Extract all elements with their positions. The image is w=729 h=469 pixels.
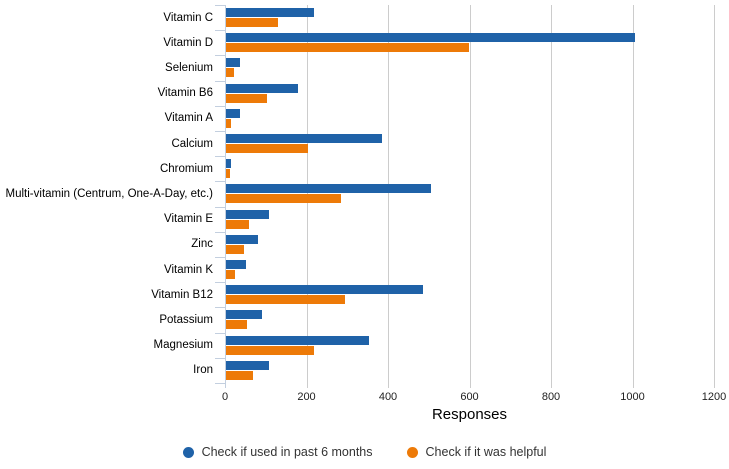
gridline	[714, 5, 715, 388]
category-label: Iron	[193, 364, 213, 377]
category-label: Selenium	[165, 61, 213, 74]
x-tick-label: 200	[297, 391, 316, 403]
y-axis-tick	[215, 55, 225, 57]
x-tick-label: 600	[460, 391, 479, 403]
bar-was-helpful[interactable]	[226, 295, 345, 305]
bar-was-helpful[interactable]	[226, 270, 235, 279]
gridline	[551, 5, 552, 388]
y-axis-tick	[215, 5, 225, 6]
bar-was-helpful[interactable]	[226, 194, 341, 204]
bar-was-helpful[interactable]	[226, 370, 253, 380]
y-axis-tick	[215, 206, 225, 208]
bar-used-past-6-months[interactable]	[226, 159, 231, 169]
bar-used-past-6-months[interactable]	[226, 83, 299, 93]
category-label: Chromium	[159, 162, 213, 175]
plot-area: 0 200 400 600 800 1000 1200 Vitamin C Vitamin D S…	[5, 5, 727, 403]
legend-item-used[interactable]: Check if used in past 6 months	[182, 445, 373, 459]
bar-used-past-6-months[interactable]	[226, 310, 262, 320]
y-axis-tick	[215, 156, 225, 158]
bar-was-helpful[interactable]	[226, 18, 279, 27]
bar-used-past-6-months[interactable]	[226, 8, 314, 17]
y-axis-tick	[215, 332, 225, 334]
y-axis-tick	[215, 131, 225, 132]
category-label: Calcium	[171, 137, 213, 150]
gridline	[469, 5, 471, 388]
y-axis-tick	[215, 181, 225, 183]
bar-was-helpful[interactable]	[226, 144, 308, 153]
y-axis-tick	[215, 383, 225, 384]
y-axis-line	[225, 5, 226, 388]
bar-was-helpful[interactable]	[226, 93, 267, 103]
bar-used-past-6-months[interactable]	[226, 285, 423, 295]
bar-used-past-6-months[interactable]	[226, 108, 241, 118]
category-label: Vitamin K	[163, 263, 213, 276]
y-axis-tick	[215, 257, 225, 258]
category-label: Vitamin B6	[157, 87, 213, 100]
bar-was-helpful[interactable]	[226, 345, 314, 355]
category-label: Vitamin B12	[151, 288, 213, 301]
x-tick-label: 400	[378, 391, 398, 403]
category-label: Zinc	[191, 238, 213, 251]
y-axis-tick	[215, 80, 225, 82]
bar-was-helpful[interactable]	[226, 244, 245, 254]
category-label: Magnesium	[153, 339, 213, 352]
bar-used-past-6-months[interactable]	[226, 260, 246, 269]
y-axis-tick	[215, 105, 225, 107]
bar-used-past-6-months[interactable]	[226, 33, 635, 43]
category-label: Vitamin C	[163, 11, 213, 24]
y-axis-tick	[215, 282, 225, 284]
x-tick-label: 800	[541, 391, 561, 403]
bar-used-past-6-months[interactable]	[226, 360, 269, 370]
bar-was-helpful[interactable]	[226, 219, 249, 229]
gridline	[632, 5, 634, 388]
bar-was-helpful[interactable]	[226, 169, 230, 179]
bar-used-past-6-months[interactable]	[226, 134, 383, 143]
legend-label-helpful: Check if it was helpful	[425, 445, 547, 459]
category-label: Vitamin A	[164, 112, 213, 125]
gridline	[388, 5, 389, 388]
legend-label-used: Check if used in past 6 months	[201, 445, 373, 459]
bar-used-past-6-months[interactable]	[226, 234, 258, 244]
x-axis-title: Responses	[431, 406, 508, 423]
bar-used-past-6-months[interactable]	[226, 184, 431, 194]
legend-dot-used-icon	[182, 446, 194, 458]
legend: Check if used in past 6 months Check if …	[0, 440, 729, 464]
category-label: Vitamin E	[163, 213, 213, 226]
x-tick-label: 0	[221, 391, 229, 403]
y-axis-tick	[215, 231, 225, 233]
bar-was-helpful[interactable]	[226, 118, 232, 128]
x-tick-label: 1200	[701, 391, 727, 403]
bar-used-past-6-months[interactable]	[226, 209, 270, 219]
bar-was-helpful[interactable]	[226, 320, 247, 330]
bar-used-past-6-months[interactable]	[226, 58, 240, 68]
legend-item-helpful[interactable]: Check if it was helpful	[406, 445, 547, 459]
y-axis-tick	[215, 30, 225, 32]
category-label: Multi-vitamin (Centrum, One-A-Day, etc.)	[5, 187, 213, 200]
y-axis-tick	[215, 357, 225, 359]
bar-was-helpful[interactable]	[226, 43, 470, 53]
bar-was-helpful[interactable]	[226, 68, 235, 78]
bar-used-past-6-months[interactable]	[226, 335, 370, 345]
y-axis-tick	[215, 307, 225, 309]
category-label: Vitamin D	[163, 36, 213, 49]
category-label: Potassium	[159, 313, 213, 326]
x-tick-label: 1000	[620, 391, 645, 403]
legend-dot-helpful-icon	[406, 446, 418, 458]
